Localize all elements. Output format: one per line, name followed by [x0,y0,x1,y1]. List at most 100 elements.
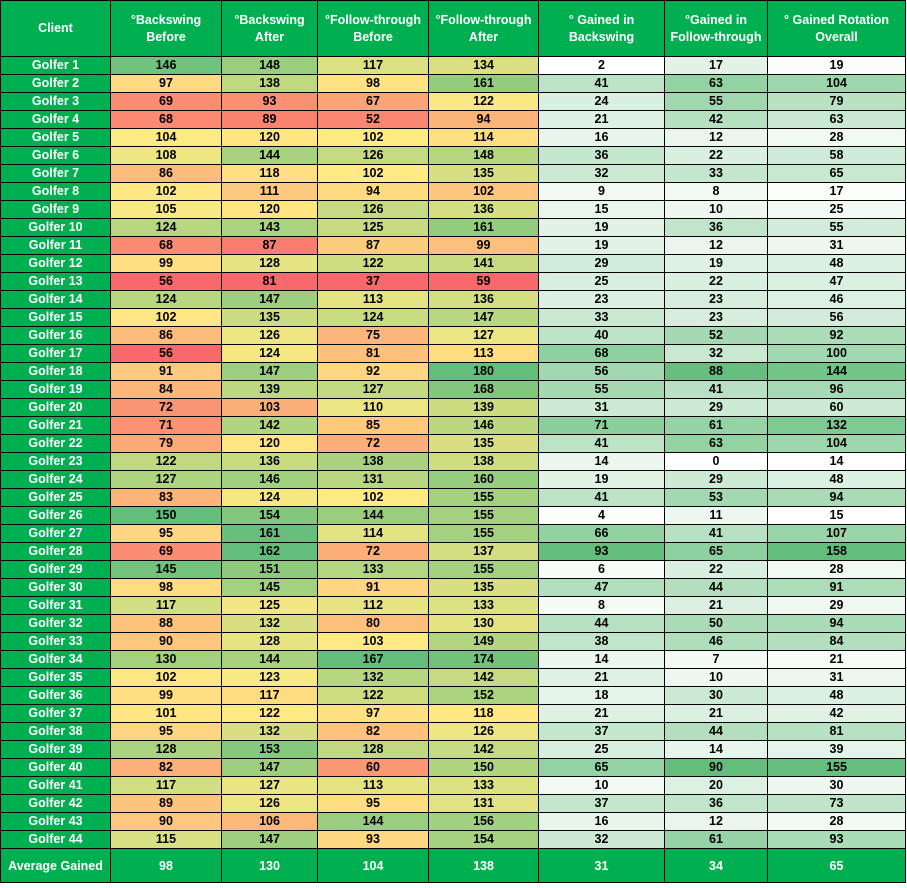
cell-backswing-before: 56 [110,272,222,291]
cell-backswing-after: 127 [221,776,318,795]
cell-client: Golfer 36 [0,686,111,705]
cell-backswing-after: 147 [221,290,318,309]
table-row: Golfer 34 130 144 167 174 14 7 21 [0,650,906,669]
cell-client: Golfer 22 [0,434,111,453]
cell-gained-follow-through: 55 [664,92,768,111]
cell-gained-backswing: 32 [538,164,665,183]
cell-follow-through-before: 102 [317,488,429,507]
cell-gained-backswing: 9 [538,182,665,201]
table-row: Golfer 28 69 162 72 137 93 65 158 [0,542,906,561]
cell-backswing-after: 135 [221,308,318,327]
cell-client: Golfer 31 [0,596,111,615]
cell-follow-through-before: 93 [317,830,429,849]
cell-gained-follow-through: 32 [664,344,768,363]
cell-gained-backswing: 15 [538,200,665,219]
cell-backswing-after: 136 [221,452,318,471]
cell-gained-overall: 42 [767,704,906,723]
cell-gained-backswing: 56 [538,362,665,381]
cell-client: Golfer 16 [0,326,111,345]
cell-backswing-after: 106 [221,812,318,831]
cell-gained-follow-through: 29 [664,470,768,489]
cell-gained-follow-through: 22 [664,560,768,579]
cell-gained-follow-through: 36 [664,794,768,813]
cell-gained-overall: 104 [767,74,906,93]
cell-gained-overall: 84 [767,632,906,651]
cell-gained-overall: 46 [767,290,906,309]
table-row: Golfer 41 117 127 113 133 10 20 30 [0,776,906,795]
cell-follow-through-after: 147 [428,308,539,327]
cell-follow-through-after: 135 [428,434,539,453]
cell-backswing-before: 127 [110,470,222,489]
cell-follow-through-after: 174 [428,650,539,669]
cell-gained-overall: 96 [767,380,906,399]
table-row: Golfer 15 102 135 124 147 33 23 56 [0,308,906,327]
cell-gained-overall: 104 [767,434,906,453]
cell-gained-backswing: 37 [538,794,665,813]
cell-client: Golfer 1 [0,56,111,75]
cell-follow-through-before: 124 [317,308,429,327]
table-row: Golfer 16 86 126 75 127 40 52 92 [0,326,906,345]
cell-client: Golfer 11 [0,236,111,255]
cell-backswing-after: 87 [221,236,318,255]
cell-gained-follow-through: 23 [664,290,768,309]
cell-backswing-before: 150 [110,506,222,525]
cell-backswing-after: 81 [221,272,318,291]
cell-gained-backswing: 33 [538,308,665,327]
footer-value: 31 [538,848,665,883]
cell-follow-through-after: 156 [428,812,539,831]
cell-gained-backswing: 14 [538,452,665,471]
footer-value: 98 [110,848,222,883]
cell-gained-backswing: 71 [538,416,665,435]
cell-gained-backswing: 41 [538,434,665,453]
cell-client: Golfer 20 [0,398,111,417]
header-backswing-before: °Backswing Before [110,0,222,57]
table-row: Golfer 44 115 147 93 154 32 61 93 [0,830,906,849]
cell-follow-through-before: 52 [317,110,429,129]
cell-backswing-after: 123 [221,668,318,687]
cell-client: Golfer 13 [0,272,111,291]
cell-gained-follow-through: 50 [664,614,768,633]
cell-gained-overall: 28 [767,128,906,147]
cell-gained-follow-through: 0 [664,452,768,471]
cell-backswing-before: 95 [110,722,222,741]
cell-gained-overall: 31 [767,236,906,255]
cell-follow-through-after: 133 [428,596,539,615]
cell-follow-through-after: 148 [428,146,539,165]
cell-backswing-before: 72 [110,398,222,417]
cell-follow-through-after: 155 [428,506,539,525]
cell-follow-through-after: 126 [428,722,539,741]
cell-backswing-before: 79 [110,434,222,453]
cell-backswing-before: 71 [110,416,222,435]
cell-gained-follow-through: 61 [664,830,768,849]
cell-follow-through-after: 59 [428,272,539,291]
table-row: Golfer 20 72 103 110 139 31 29 60 [0,398,906,417]
cell-follow-through-after: 168 [428,380,539,399]
cell-gained-overall: 60 [767,398,906,417]
cell-gained-overall: 48 [767,686,906,705]
table-row: Golfer 25 83 124 102 155 41 53 94 [0,488,906,507]
cell-backswing-after: 139 [221,380,318,399]
cell-follow-through-after: 155 [428,560,539,579]
footer-value: 34 [664,848,768,883]
cell-backswing-before: 101 [110,704,222,723]
cell-client: Golfer 27 [0,524,111,543]
cell-follow-through-before: 92 [317,362,429,381]
cell-gained-overall: 100 [767,344,906,363]
cell-gained-follow-through: 41 [664,524,768,543]
cell-backswing-after: 144 [221,650,318,669]
cell-backswing-before: 99 [110,254,222,273]
table-row: Golfer 6 108 144 126 148 36 22 58 [0,146,906,165]
cell-follow-through-before: 81 [317,344,429,363]
table-row: Golfer 2 97 138 98 161 41 63 104 [0,74,906,93]
cell-backswing-after: 103 [221,398,318,417]
cell-follow-through-after: 161 [428,74,539,93]
table-row: Golfer 32 88 132 80 130 44 50 94 [0,614,906,633]
header-follow-through-before: °Follow-through Before [317,0,429,57]
cell-gained-backswing: 2 [538,56,665,75]
cell-backswing-after: 120 [221,200,318,219]
cell-gained-overall: 144 [767,362,906,381]
cell-follow-through-after: 130 [428,614,539,633]
table-row: Golfer 9 105 120 126 136 15 10 25 [0,200,906,219]
cell-gained-overall: 93 [767,830,906,849]
cell-follow-through-before: 97 [317,704,429,723]
